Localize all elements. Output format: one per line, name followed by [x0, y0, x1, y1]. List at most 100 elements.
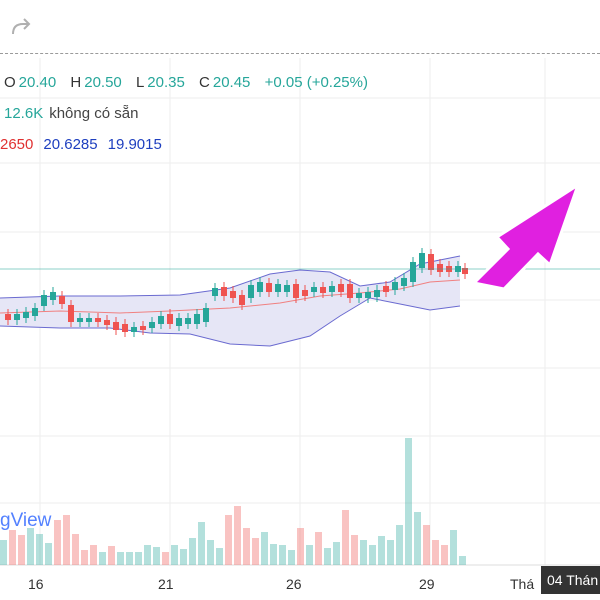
- candle-body: [149, 322, 155, 328]
- candle-body: [383, 286, 389, 292]
- volume-bar: [27, 528, 34, 565]
- redo-arrow-icon[interactable]: [8, 14, 34, 40]
- x-label-month: Thá: [510, 576, 535, 592]
- volume-bar: [153, 547, 160, 565]
- x-label-21: 21: [158, 576, 174, 592]
- low-value: 20.35: [147, 74, 185, 91]
- volume-bar: [81, 550, 88, 565]
- volume-bar: [414, 512, 421, 565]
- candle-body: [437, 264, 443, 272]
- volume-bar: [270, 544, 277, 565]
- volume-legend: 12.6K không có sẵn: [4, 105, 138, 122]
- close-value: 20.45: [212, 74, 251, 91]
- candle-body: [347, 284, 353, 298]
- candle-body: [392, 282, 398, 290]
- candle-body: [212, 288, 218, 296]
- open-label: O: [4, 74, 16, 91]
- volume-bar: [261, 532, 268, 565]
- volume-bar: [45, 543, 52, 565]
- volume-bar: [396, 525, 403, 565]
- candle-body: [194, 314, 200, 324]
- candle-body: [230, 291, 236, 298]
- volume-bar: [63, 515, 70, 565]
- candle-body: [158, 316, 164, 324]
- volume-bar: [378, 536, 385, 565]
- volume-bar: [216, 548, 223, 565]
- x-label-16: 16: [28, 576, 44, 592]
- candle-body: [284, 285, 290, 292]
- toolbar: [0, 0, 600, 54]
- candle-body: [77, 318, 83, 322]
- volume-bar: [450, 530, 457, 565]
- volume-bar: [207, 540, 214, 565]
- volume-bar: [9, 530, 16, 565]
- volume-bar: [90, 545, 97, 565]
- candle-body: [257, 282, 263, 292]
- volume-bar: [297, 528, 304, 565]
- volume-bar: [387, 540, 394, 565]
- volume-bar: [360, 540, 367, 565]
- candle-body: [32, 308, 38, 316]
- volume-bar: [54, 520, 61, 565]
- candle-body: [462, 268, 468, 274]
- high-value: 20.50: [84, 74, 122, 91]
- candle-body: [131, 327, 137, 332]
- candle-body: [302, 290, 308, 296]
- candle-body: [203, 308, 209, 322]
- volume-bar: [441, 545, 448, 565]
- volume-note: không có sẵn: [49, 105, 139, 122]
- volume-bar: [99, 552, 106, 565]
- volume-bars: [0, 438, 466, 565]
- volume-bar: [324, 548, 331, 565]
- candle-body: [122, 324, 128, 332]
- candle-body: [410, 262, 416, 282]
- candle-body: [5, 314, 11, 320]
- candle-body: [41, 295, 47, 306]
- candle-body: [140, 326, 146, 330]
- volume-bar: [423, 525, 430, 565]
- volume-bar: [288, 550, 295, 565]
- candle-body: [113, 322, 119, 330]
- candle-body: [239, 295, 245, 305]
- volume-bar: [405, 438, 412, 565]
- candle-body: [311, 287, 317, 292]
- candle-body: [320, 287, 326, 293]
- volume-bar: [198, 522, 205, 565]
- volume-bar: [171, 545, 178, 565]
- bollinger-band: [0, 255, 461, 347]
- candle-body: [95, 318, 101, 322]
- brand-watermark: gView: [0, 510, 52, 531]
- bollinger-upper-value: 20.6285: [43, 136, 98, 153]
- candle-body: [50, 292, 56, 300]
- band-basis: [0, 279, 461, 314]
- volume-bar: [117, 552, 124, 565]
- candle-body: [14, 314, 20, 320]
- low-label: L: [135, 74, 145, 91]
- candle-body: [266, 283, 272, 292]
- candle-body: [428, 254, 434, 270]
- candle-body: [419, 253, 425, 268]
- ohlc-legend: O 20.40 H 20.50 L 20.35 C 20.45 +0.05 (+0.25…: [4, 74, 368, 91]
- candle-body: [248, 285, 254, 298]
- volume-bar: [36, 534, 43, 565]
- candle-body: [365, 292, 371, 298]
- volume-bar: [108, 546, 115, 565]
- volume-bar: [279, 545, 286, 565]
- candle-body: [338, 284, 344, 292]
- price-change: +0.05 (+0.25%): [264, 74, 368, 91]
- volume-bar: [135, 552, 142, 565]
- bollinger-basis-value: 2650: [0, 136, 34, 153]
- candle-body: [329, 286, 335, 292]
- bollinger-lower-value: 19.9015: [107, 136, 162, 153]
- candle-body: [59, 296, 65, 304]
- volume-bar: [369, 545, 376, 565]
- volume-bar: [162, 552, 169, 565]
- candle-body: [185, 318, 191, 324]
- volume-value: 12.6K: [4, 105, 44, 122]
- volume-bar: [459, 556, 466, 565]
- candle-body: [86, 318, 92, 322]
- volume-bar: [144, 545, 151, 565]
- volume-bar: [306, 545, 313, 565]
- volume-bar: [342, 510, 349, 565]
